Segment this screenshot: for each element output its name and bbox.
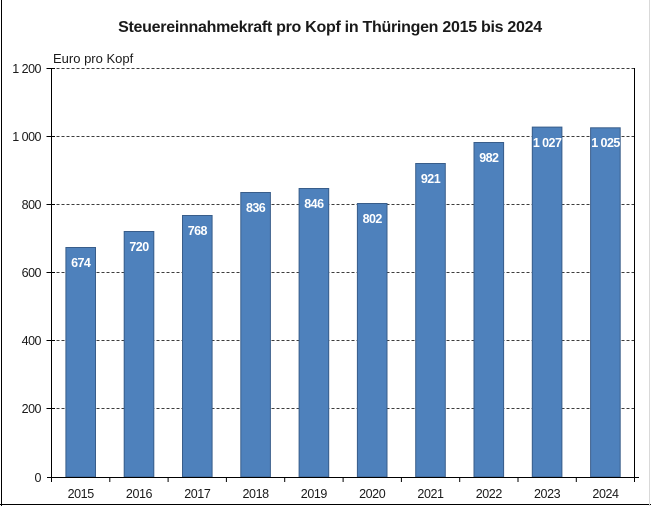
svg-text:846: 846 bbox=[304, 197, 324, 211]
svg-text:720: 720 bbox=[129, 240, 149, 254]
svg-text:2024: 2024 bbox=[592, 487, 619, 501]
svg-text:2023: 2023 bbox=[534, 487, 561, 501]
svg-text:802: 802 bbox=[363, 212, 383, 226]
svg-text:2018: 2018 bbox=[242, 487, 269, 501]
svg-text:600: 600 bbox=[22, 266, 42, 280]
svg-text:800: 800 bbox=[22, 198, 42, 212]
svg-text:982: 982 bbox=[479, 151, 499, 165]
svg-text:1 000: 1 000 bbox=[12, 130, 41, 144]
svg-text:200: 200 bbox=[22, 402, 42, 416]
svg-text:2015: 2015 bbox=[68, 487, 95, 501]
svg-text:Euro pro Kopf: Euro pro Kopf bbox=[53, 51, 134, 66]
svg-text:1 027: 1 027 bbox=[533, 136, 562, 150]
svg-text:2016: 2016 bbox=[126, 487, 153, 501]
svg-text:2022: 2022 bbox=[476, 487, 503, 501]
svg-text:921: 921 bbox=[421, 172, 441, 186]
svg-text:1 200: 1 200 bbox=[12, 62, 41, 76]
svg-text:Steuereinnahmekraft pro Kopf i: Steuereinnahmekraft pro Kopf in Thüringe… bbox=[118, 19, 542, 36]
svg-text:2020: 2020 bbox=[359, 487, 386, 501]
svg-text:836: 836 bbox=[246, 201, 266, 215]
svg-text:768: 768 bbox=[188, 224, 208, 238]
svg-text:2021: 2021 bbox=[417, 487, 444, 501]
svg-text:1 025: 1 025 bbox=[591, 136, 620, 150]
svg-text:2017: 2017 bbox=[184, 487, 211, 501]
svg-text:0: 0 bbox=[35, 471, 42, 485]
svg-text:2019: 2019 bbox=[301, 487, 328, 501]
svg-text:400: 400 bbox=[22, 334, 42, 348]
svg-text:674: 674 bbox=[71, 256, 91, 270]
